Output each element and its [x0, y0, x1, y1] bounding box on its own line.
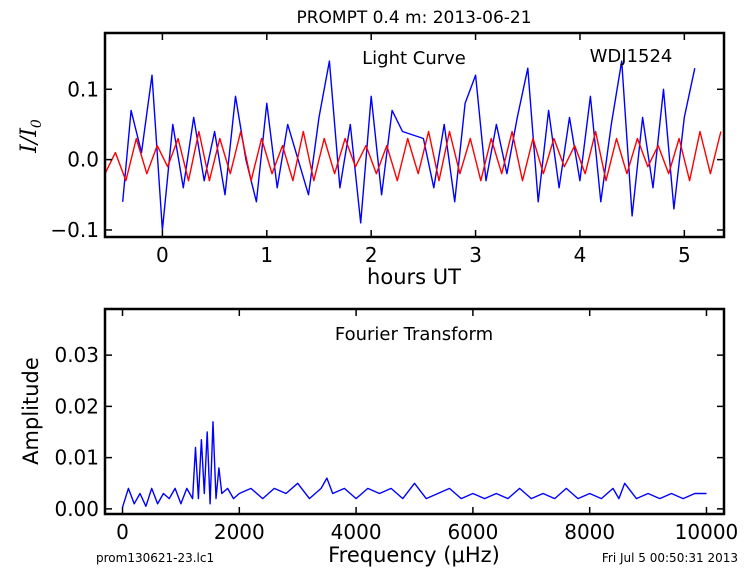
light-curve-panel: 0 1 2 3 4 5 −0.1 0.0 0.1 Light Curve WDJ1524 hou… [17, 31, 726, 289]
light-curve-xtick-label: 3 [469, 243, 482, 267]
light-curve-frame [103, 31, 726, 239]
light-curve-ytick-label: −0.1 [50, 218, 99, 242]
light-curve-xtick-label: 2 [365, 243, 378, 267]
light-curve-title: Light Curve [362, 48, 466, 69]
fourier-ytick-label: 0.00 [54, 497, 99, 521]
light-curve-series-2-line [105, 130, 722, 182]
fourier-title: Fourier Transform [335, 324, 493, 345]
filename-label: prom130621-23.lc1 [96, 551, 214, 565]
fourier-xtick-label: 4000 [331, 520, 382, 544]
figure-title: PROMPT 0.4 m: 2013-06-21 [296, 8, 531, 28]
light-curve-xtick-label: 5 [678, 243, 691, 267]
light-curve-xtick-label: 4 [574, 243, 587, 267]
fourier-series-group [121, 421, 707, 508]
fourier-ticks: 0 2000 4000 6000 8000 10000 0.00 0.01 0.02 0.03 [54, 309, 738, 544]
light-curve-series-1-line [122, 60, 696, 231]
fourier-xtick-label: 6000 [447, 520, 498, 544]
light-curve-series-group [105, 60, 722, 231]
fourier-ytick-label: 0.02 [54, 394, 99, 418]
fourier-xtick-label: 2000 [214, 520, 265, 544]
light-curve-ytick-label: 0.1 [67, 77, 99, 101]
fourier-xlabel: Frequency (μHz) [328, 543, 500, 567]
fourier-xtick-label: 10000 [675, 520, 739, 544]
light-curve-xtick-label: 0 [156, 243, 169, 267]
timestamp-label: Fri Jul 5 00:50:31 2013 [602, 551, 738, 565]
fourier-ytick-label: 0.01 [54, 446, 99, 470]
light-curve-xtick-label: 1 [260, 243, 273, 267]
light-curve-ytick-label: 0.0 [67, 148, 99, 172]
fourier-xtick-label: 8000 [564, 520, 615, 544]
fourier-frame [103, 307, 726, 516]
light-curve-ticks: 0 1 2 3 4 5 −0.1 0.0 0.1 [50, 33, 724, 267]
fourier-ylabel: Amplitude [19, 357, 43, 465]
fourier-series-1-line [121, 421, 707, 508]
fourier-panel: 0 2000 4000 6000 8000 10000 0.00 0.01 0.02 0.03 F… [19, 307, 738, 567]
light-curve-annotation: WDJ1524 [590, 46, 673, 67]
light-curve-ylabel: I/I0 [17, 119, 45, 154]
fourier-ytick-label: 0.03 [54, 343, 99, 367]
fourier-xtick-label: 0 [116, 520, 129, 544]
light-curve-xlabel: hours UT [367, 265, 461, 289]
